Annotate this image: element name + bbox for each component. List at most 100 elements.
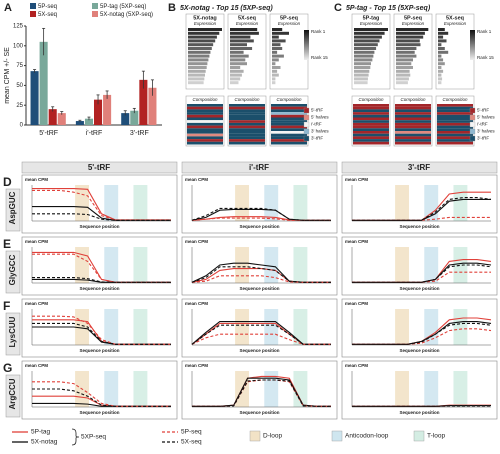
region: [424, 247, 439, 283]
panel-title: 5P-tag - Top 15 (5XP-seq): [346, 5, 431, 12]
composition-cell: [395, 117, 431, 121]
profile-line: [191, 275, 331, 283]
expression-bar: [438, 69, 444, 73]
profile-line: [32, 277, 171, 283]
composition-cell: [187, 109, 223, 113]
composition-cell: [187, 131, 223, 134]
y-tick-label: 0: [20, 123, 24, 129]
panel-title: 5X-notag - Top 15 (5XP-seq): [180, 5, 273, 12]
expression-bar: [396, 54, 417, 58]
expression-bar: [396, 39, 420, 43]
composition-cell: [437, 112, 473, 115]
expression-bar: [354, 28, 388, 31]
facet-box: [181, 298, 338, 358]
expression-bar: [272, 31, 289, 35]
profile-line: [32, 213, 171, 221]
panel-label: D: [3, 175, 12, 189]
column-header: i'-tRF: [249, 163, 269, 172]
expression-bar: [396, 50, 415, 54]
expression-bar: [188, 39, 216, 43]
composition-cell: [395, 120, 431, 123]
region-label: D-loop: [263, 433, 283, 440]
expression-bar: [272, 39, 286, 43]
composition-cell: [187, 125, 223, 129]
composition-cell: [229, 125, 265, 129]
composition-cell: [353, 109, 389, 113]
expression-bar: [272, 62, 276, 66]
region: [453, 247, 468, 283]
profile-line: [352, 198, 491, 221]
expression-bar: [438, 54, 442, 58]
composition-cell: [395, 131, 431, 134]
y-title: mean CPM: [185, 363, 208, 368]
bar: [148, 87, 157, 125]
region: [453, 185, 468, 221]
composition-cell: [353, 122, 389, 126]
row-header: [5, 250, 21, 294]
composition-cell: [187, 133, 223, 137]
expression-bar: [396, 47, 417, 50]
expression-bar: [396, 28, 429, 31]
expression-bar: [438, 77, 443, 81]
expression-bar: [230, 69, 244, 73]
row-name: GlyGCC: [8, 254, 17, 285]
expression-bar: [354, 54, 374, 58]
expression-bar: [272, 81, 276, 85]
y-title: mean CPM: [25, 239, 48, 244]
composition-cell: [271, 139, 307, 142]
expression-bar: [438, 28, 445, 31]
rank-label: Rank 15: [311, 55, 328, 60]
x-title: Sequence position: [239, 410, 279, 415]
region: [133, 185, 148, 221]
composition-cell: [437, 114, 473, 118]
legend-label: 5P-tag (5XP-seq): [100, 4, 146, 10]
legend-swatch: [92, 3, 98, 9]
composition-cell: [187, 104, 223, 107]
class-label: 3' halves: [477, 129, 495, 134]
legend-swatch: [30, 3, 36, 9]
expression-bar: [396, 81, 408, 85]
profile-line: [191, 266, 331, 283]
region: [235, 185, 249, 221]
row-header: [5, 188, 21, 232]
composition-label: Composition: [400, 97, 426, 102]
composition-cell: [437, 125, 473, 129]
expression-bar: [230, 81, 239, 85]
profile-line: [191, 207, 331, 221]
composition-cell: [395, 139, 431, 142]
composition-cell: [437, 136, 473, 140]
facet-box: [21, 360, 178, 420]
expression-bar: [272, 66, 281, 69]
facet-box: [341, 236, 498, 296]
class-label: 5' halves: [311, 115, 329, 120]
region: [133, 309, 148, 345]
composition-cell: [395, 106, 431, 110]
composition-cell: [187, 114, 223, 118]
column-header: 3'-tRF: [408, 163, 430, 172]
class-swatch: [469, 128, 476, 135]
expression-bar: [396, 35, 424, 39]
composition-cell: [271, 104, 307, 107]
expression-bar: [188, 31, 220, 35]
expression-bar: [230, 43, 247, 47]
expression-bar: [272, 77, 276, 81]
column-header: 5P-tag: [363, 15, 380, 21]
region: [395, 185, 409, 221]
region: [104, 309, 119, 345]
class-label: 5'-tRF: [477, 108, 489, 113]
composition-cell: [437, 139, 473, 142]
composition-cell: [353, 141, 389, 145]
y-title: mean CPM: [25, 177, 48, 182]
composition-cell: [353, 114, 389, 118]
region: [424, 371, 439, 407]
profile-line: [352, 321, 492, 345]
y-title: mean CPM: [345, 301, 368, 306]
expression-label: Expression: [402, 21, 425, 26]
composition-cell: [271, 106, 307, 110]
expression-bar: [188, 50, 211, 54]
expression-bar: [230, 77, 241, 81]
expression-bar: [272, 47, 283, 50]
expression-bar: [354, 39, 380, 43]
expression-bar: [188, 54, 210, 58]
legend-label: 5X-notag: [31, 439, 58, 446]
